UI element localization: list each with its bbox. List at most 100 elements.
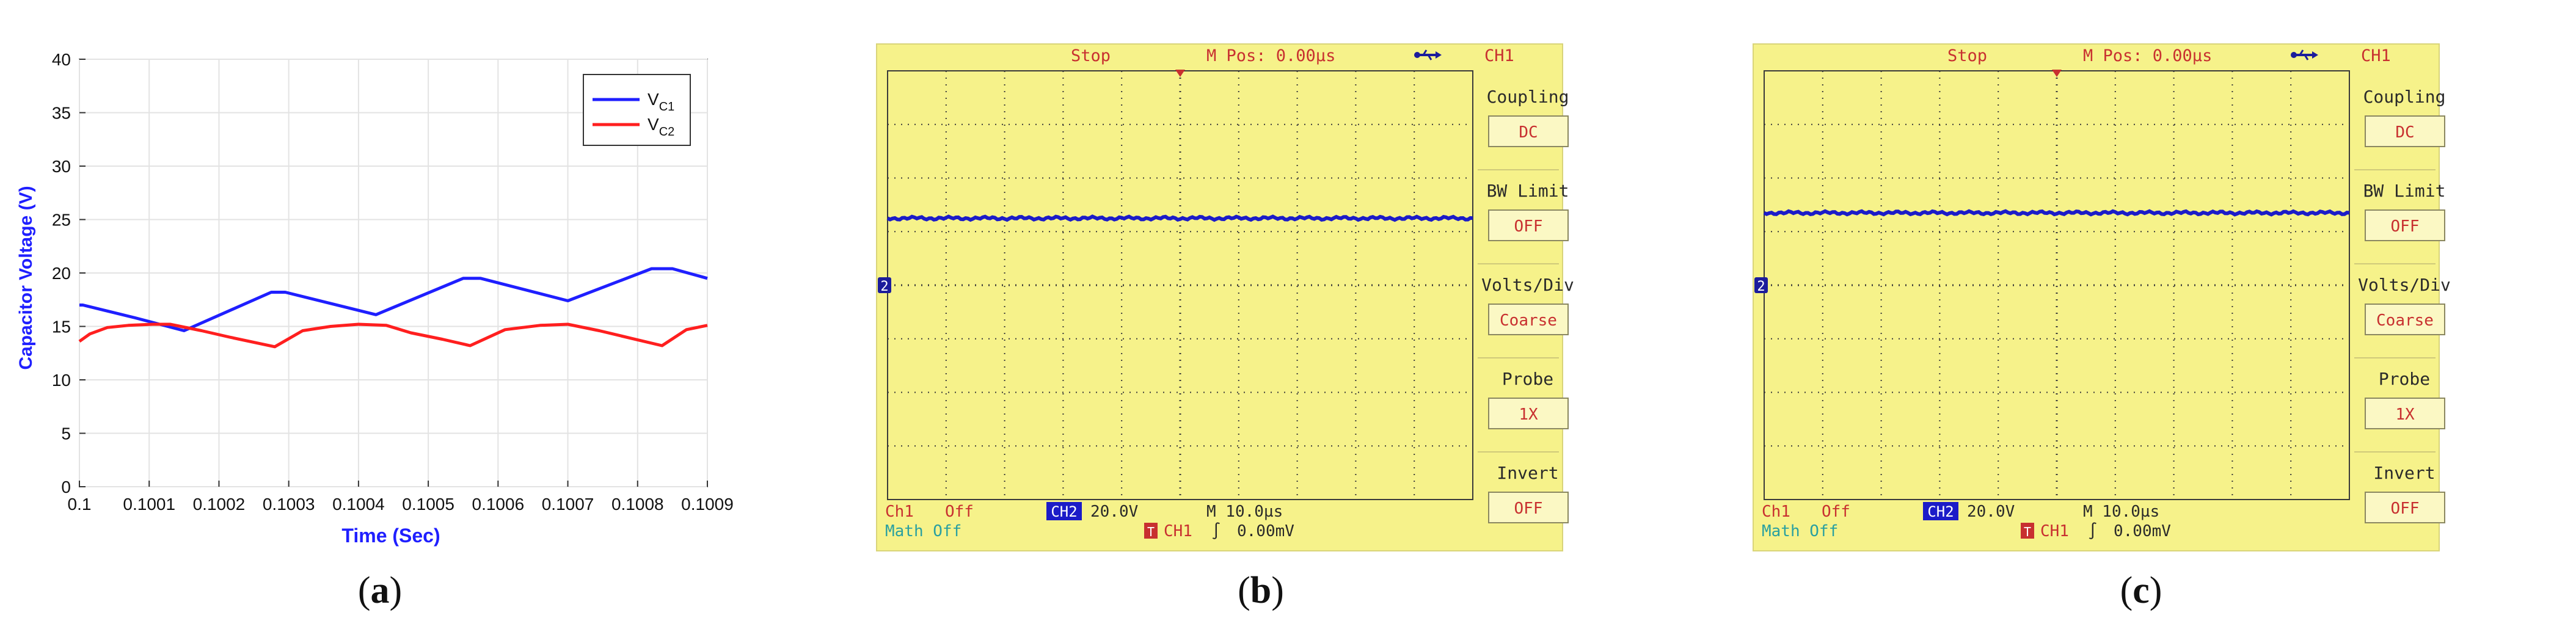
ch2-label: CH2 — [1927, 503, 1954, 520]
x-axis-label: Time (Sec) — [341, 525, 440, 547]
x-tick-label: 0.1002 — [193, 495, 246, 514]
y-tick-label: 40 — [52, 50, 71, 69]
x-tick-label: 0.1 — [68, 495, 92, 514]
menu-value-3: 1X — [2395, 405, 2415, 424]
ch1-label: Ch1 — [1762, 503, 1790, 521]
menu-label-3: Probe — [1502, 369, 1553, 389]
y-tick-label: 15 — [52, 318, 71, 336]
chart-legend: VC1 VC2 — [583, 74, 691, 146]
menu-channel-header: CH1 — [2361, 46, 2391, 65]
x-tick-label: 0.1009 — [681, 495, 734, 514]
scope-horizontal-position: M Pos: 0.00µs — [1206, 46, 1335, 65]
ch1-label: Ch1 — [885, 503, 914, 521]
panel-label-b: (b) — [1238, 570, 1284, 611]
series-line-vc1 — [79, 267, 708, 332]
ch2-volts-div: 20.0V — [1090, 503, 1138, 521]
ch2-label: CH2 — [1051, 503, 1077, 520]
y-tick-label: 35 — [52, 104, 71, 123]
menu-value-1: OFF — [1514, 217, 1543, 236]
menu-value-4: OFF — [2391, 500, 2420, 518]
legend-entry-vc2: VC2 — [648, 115, 674, 139]
menu-value-box-2[interactable] — [1488, 304, 1569, 335]
menu-label-0: Coupling — [1487, 87, 1569, 107]
trigger-badge — [1144, 523, 1158, 539]
scope-run-status: Stop — [1071, 46, 1111, 65]
math-state: Math Off — [885, 522, 961, 540]
menu-value-4: OFF — [1514, 500, 1543, 518]
menu-label-4: Invert — [1497, 463, 1558, 483]
trigger-badge-label: T — [2024, 525, 2031, 539]
y-tick-label: 25 — [52, 211, 71, 230]
x-tick-label: 0.1007 — [542, 495, 594, 514]
series-line-vc2 — [78, 322, 708, 349]
legend-entry-vc1: VC1 — [648, 90, 674, 114]
ch1-state: Off — [945, 503, 974, 521]
y-tick-label: 0 — [61, 478, 71, 496]
ch2-trace — [886, 214, 1473, 222]
usb-icon — [1414, 49, 1442, 60]
panel-label-c: (c) — [2120, 570, 2162, 611]
trigger-level: 0.00mV — [1237, 522, 1294, 540]
y-tick-label: 20 — [52, 264, 71, 283]
scope-horizontal-position: M Pos: 0.00µs — [2083, 46, 2212, 65]
trigger-badge — [2021, 523, 2034, 539]
panel-label-a: (a) — [358, 570, 402, 611]
y-tick-label: 10 — [52, 371, 71, 390]
plot-series — [78, 267, 708, 349]
scope-background — [876, 43, 1563, 551]
oscilloscope-screen-c: Stop M Pos: 0.00µs CH1 2 Coupling DC BW Limit O… — [1753, 43, 2451, 551]
y-tick-label: 5 — [61, 424, 71, 443]
x-tick-label: 0.1001 — [123, 495, 175, 514]
ground-reference-label: 2 — [880, 279, 888, 294]
menu-label-2: Volts/Div — [1481, 275, 1574, 295]
menu-value-box-2[interactable] — [2365, 304, 2445, 335]
menu-value-3: 1X — [1519, 405, 1538, 424]
menu-value-box-1[interactable] — [2365, 209, 2445, 241]
x-tick-label: 0.1006 — [472, 495, 525, 514]
menu-label-3: Probe — [2379, 369, 2430, 389]
ch2-volts-div: 20.0V — [1967, 503, 2015, 521]
ground-reference-marker — [1754, 277, 1768, 293]
menu-value-box-4[interactable] — [1488, 492, 1569, 523]
menu-value-box-3[interactable] — [1488, 398, 1569, 429]
x-tick-label: 0.1004 — [332, 495, 385, 514]
menu-value-1: OFF — [2391, 217, 2420, 236]
ch2-trace — [1763, 209, 2350, 217]
x-axis-ticks: 0.1 0.1001 0.1002 0.1003 0.1004 0.1005 0.1006 0… — [68, 481, 734, 514]
scope-background — [1753, 43, 2440, 551]
math-state: Math Off — [1762, 522, 1838, 540]
menu-value-2: Coarse — [1500, 311, 1557, 330]
ch2-badge — [1046, 502, 1082, 520]
trigger-channel: CH1 — [2040, 522, 2069, 540]
trigger-position-marker — [2052, 70, 2062, 77]
menu-label-2: Volts/Div — [2358, 275, 2451, 295]
x-tick-label: 0.1008 — [611, 495, 664, 514]
menu-value-box-3[interactable] — [2365, 398, 2445, 429]
x-tick-label: 0.1005 — [402, 495, 454, 514]
menu-value-2: Coarse — [2376, 311, 2434, 330]
timebase: M 10.0µs — [2083, 503, 2159, 521]
y-axis-ticks: 0 5 10 15 20 25 30 35 40 — [52, 50, 86, 496]
menu-label-4: Invert — [2373, 463, 2435, 483]
menu-label-0: Coupling — [2363, 87, 2446, 107]
menu-value-0: DC — [2395, 123, 2414, 142]
trigger-position-marker — [1175, 70, 1185, 77]
ch1-state: Off — [1822, 503, 1850, 521]
scope-run-status: Stop — [1947, 46, 1987, 65]
menu-channel-header: CH1 — [1484, 46, 1514, 65]
menu-value-box-1[interactable] — [1488, 209, 1569, 241]
menu-value-0: DC — [1519, 123, 1538, 142]
ground-reference-label: 2 — [1757, 279, 1765, 294]
ch2-badge — [1923, 502, 1958, 520]
oscilloscope-screen-b: Stop M Pos: 0.00µs CH1 2 Coupling DC BW Limit O… — [876, 43, 1574, 551]
trigger-badge-label: T — [1147, 525, 1155, 539]
menu-value-box-0[interactable] — [1488, 115, 1569, 147]
timebase: M 10.0µs — [1206, 503, 1283, 521]
ground-reference-marker — [878, 277, 891, 293]
menu-value-box-0[interactable] — [2365, 115, 2445, 147]
menu-value-box-4[interactable] — [2365, 492, 2445, 523]
trigger-level: 0.00mV — [2114, 522, 2171, 540]
menu-label-1: BW Limit — [2363, 181, 2446, 201]
